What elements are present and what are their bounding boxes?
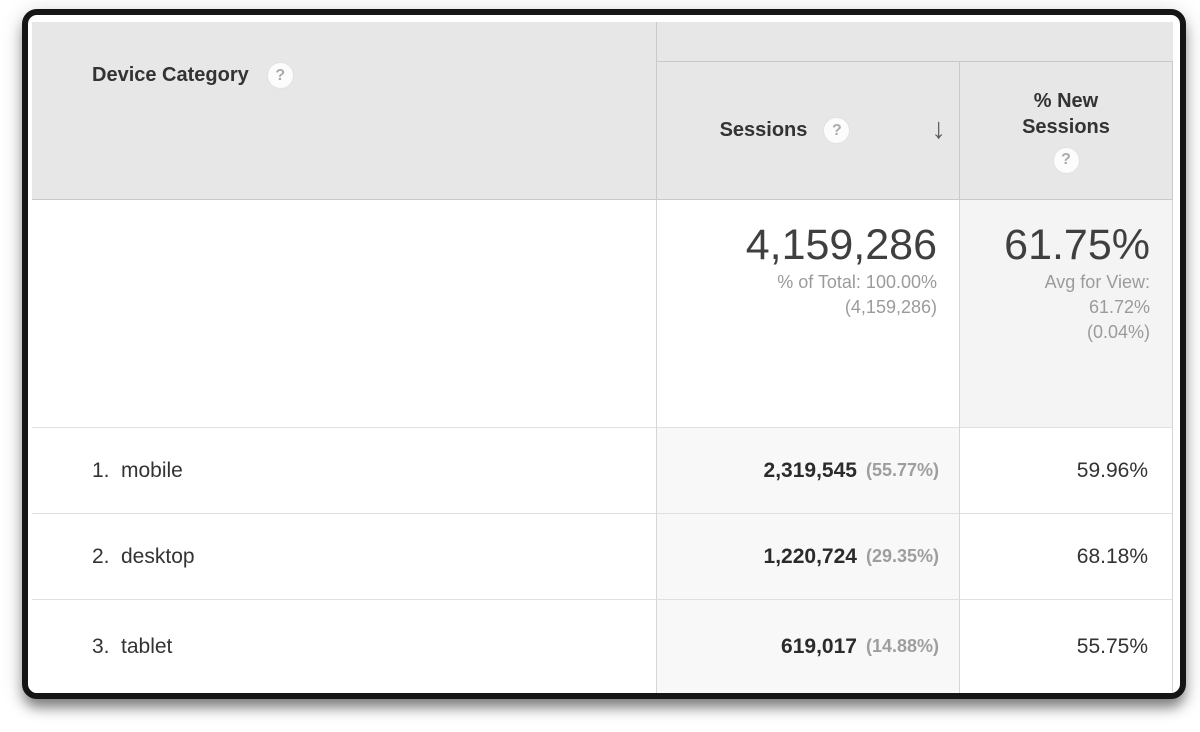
table-row-new-sessions-cell: 59.96% <box>960 427 1173 513</box>
row-dimension-label: desktop <box>121 544 195 568</box>
sessions-value: 619,017 <box>781 634 857 658</box>
device-category-header-label: Device Category <box>92 64 249 86</box>
sessions-total-value: 4,159,286 <box>745 221 937 269</box>
sessions-percent: (14.88%) <box>865 636 939 656</box>
table-row-dimension-cell: 1. mobile <box>32 427 657 513</box>
summary-sessions-cell: 4,159,286 % of Total: 100.00% (4,159,286… <box>657 200 960 427</box>
help-icon[interactable]: ? <box>266 62 294 89</box>
row-index: 1. <box>92 458 110 482</box>
help-icon[interactable]: ? <box>823 117 851 144</box>
sessions-percent: (29.35%) <box>865 546 939 566</box>
sessions-total-raw: (4,159,286) <box>844 297 937 318</box>
row-index: 2. <box>92 544 110 568</box>
summary-dimension-cell <box>32 200 657 427</box>
device-category-report-table: Device Category ? Sessions ? ↓ % New Ses… <box>32 22 1173 693</box>
sessions-total-pct-of-total: % of Total: 100.00% <box>777 272 937 293</box>
table-row-new-sessions-cell: 55.75% <box>960 599 1173 693</box>
new-sessions-avg-view: 61.72% <box>1088 297 1150 318</box>
sessions-percent: (55.77%) <box>865 460 939 480</box>
row-dimension-label: tablet <box>121 634 173 658</box>
column-header-sessions[interactable]: Sessions ? ↓ <box>657 62 960 200</box>
new-sessions-avg-label: Avg for View: <box>1044 272 1150 293</box>
table-row-sessions-cell: 2,319,545 (55.77%) <box>657 427 960 513</box>
help-icon[interactable]: ? <box>1052 146 1080 174</box>
column-header-device-category[interactable]: Device Category ? <box>32 22 657 200</box>
sort-descending-icon[interactable]: ↓ <box>931 112 947 145</box>
screenshot-frame: Device Category ? Sessions ? ↓ % New Ses… <box>22 9 1186 699</box>
sessions-header-label: Sessions <box>719 119 808 141</box>
column-header-new-sessions[interactable]: % New Sessions ? <box>960 62 1173 200</box>
header-spacer <box>657 22 1173 62</box>
new-sessions-header-label: % New Sessions <box>1022 89 1110 138</box>
row-dimension-label: mobile <box>121 458 183 482</box>
sessions-value: 2,319,545 <box>763 458 857 482</box>
new-sessions-avg-value: 61.75% <box>1004 221 1150 269</box>
table-row-sessions-cell: 619,017 (14.88%) <box>657 599 960 693</box>
table-row-dimension-cell: 2. desktop <box>32 513 657 599</box>
new-sessions-avg-delta: (0.04%) <box>1086 322 1150 343</box>
table-row-sessions-cell: 1,220,724 (29.35%) <box>657 513 960 599</box>
new-sessions-value: 55.75% <box>1076 634 1148 658</box>
summary-new-sessions-cell: 61.75% Avg for View: 61.72% (0.04%) <box>960 200 1173 427</box>
new-sessions-value: 68.18% <box>1076 544 1148 568</box>
new-sessions-value: 59.96% <box>1076 458 1148 482</box>
table-row-dimension-cell: 3. tablet <box>32 599 657 693</box>
table-row-new-sessions-cell: 68.18% <box>960 513 1173 599</box>
sessions-value: 1,220,724 <box>763 544 857 568</box>
row-index: 3. <box>92 634 110 658</box>
